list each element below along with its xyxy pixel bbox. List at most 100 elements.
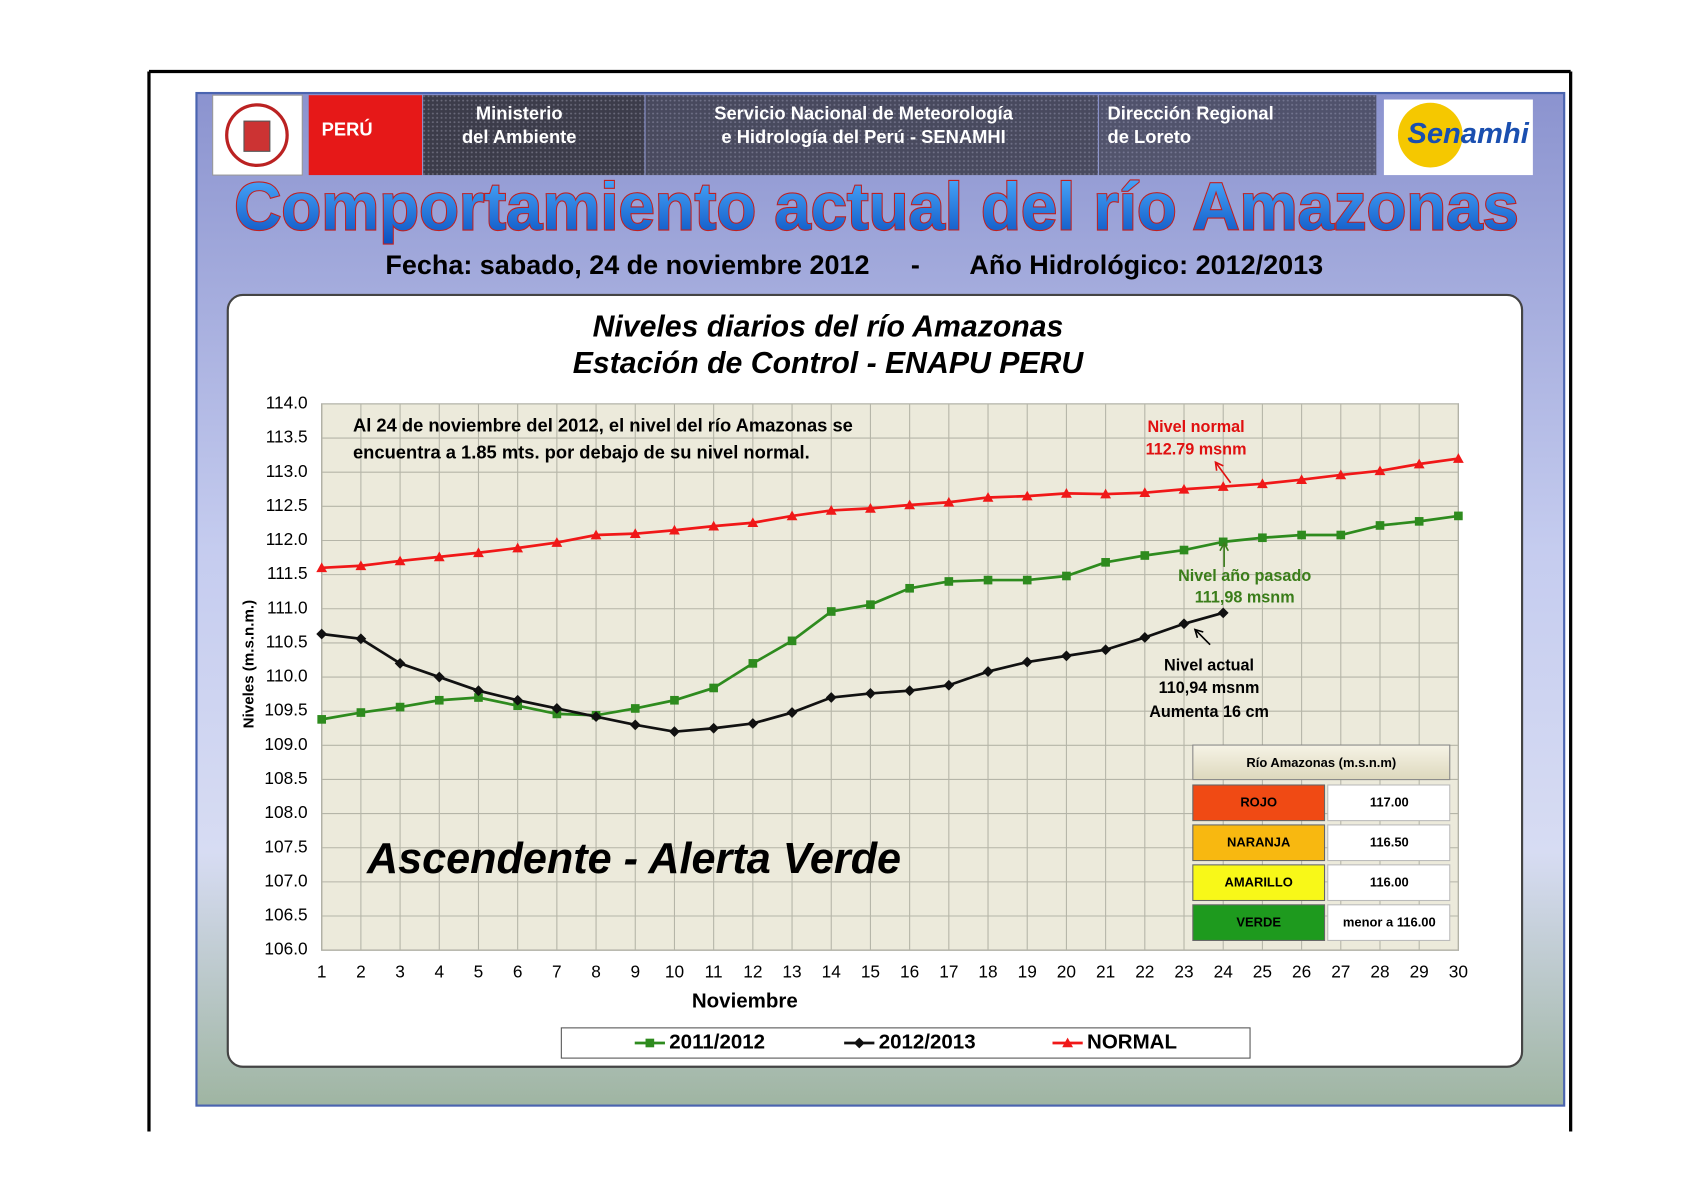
alert-level-label: NARANJA [1227, 835, 1290, 850]
marker [708, 722, 720, 734]
alert-value: 116.00 [1370, 875, 1409, 890]
y-tick-label: 109.0 [264, 734, 307, 754]
x-tick-label: 14 [822, 961, 842, 981]
marker [1454, 511, 1463, 521]
marker [825, 692, 837, 703]
marker [853, 1037, 865, 1049]
alert-value-cell [1327, 864, 1451, 902]
region: Dirección Regional [1108, 102, 1274, 123]
marker [552, 709, 562, 719]
marker [512, 694, 524, 706]
marker [826, 607, 836, 616]
x-tick-label: 4 [434, 961, 444, 981]
x-tick-label: 6 [513, 961, 523, 981]
annotation-arrow [1214, 461, 1232, 484]
x-tick-label: 28 [1370, 961, 1389, 981]
marker [1061, 650, 1072, 662]
marker [1139, 632, 1151, 643]
x-tick-label: 27 [1331, 961, 1350, 981]
region: de Loreto [1108, 126, 1192, 147]
service: e Hidrología del Perú - SENAMHI [721, 126, 1005, 147]
y-tick-label: 110.0 [266, 666, 308, 686]
marker [787, 636, 797, 646]
marker [866, 600, 875, 609]
marker [1062, 571, 1071, 581]
marker [355, 560, 367, 571]
date: Fecha: sabado, 24 de noviembre 2012 [385, 250, 869, 280]
marker [983, 575, 993, 585]
x-tick-label: 2 [356, 961, 366, 981]
x-tick-label: 25 [1253, 961, 1272, 981]
x-tick-label: 12 [743, 961, 762, 981]
x-tick-label: 17 [939, 961, 958, 981]
alert-level [1192, 904, 1326, 941]
ministry: del Ambiente [462, 126, 577, 147]
marker [1375, 521, 1385, 530]
ministry: Ministerio [476, 102, 563, 123]
x-tick-label: 5 [474, 961, 484, 981]
country: PERÚ [322, 119, 373, 140]
y-tick-label: 111.5 [267, 563, 308, 583]
y-tick-label: 114.0 [266, 392, 308, 412]
marker [709, 683, 718, 693]
y-tick-label: 108.5 [264, 768, 307, 788]
annotation: 112.79 msnm [1146, 441, 1247, 459]
x-tick-label: 8 [591, 961, 601, 981]
marker [1258, 533, 1267, 543]
annotation: Aumenta 16 cm [1149, 703, 1269, 721]
marker [1218, 537, 1228, 547]
alert-value: 116.50 [1370, 835, 1409, 850]
marker [394, 555, 406, 566]
marker [356, 708, 366, 717]
marker [943, 496, 955, 507]
marker [1374, 465, 1386, 476]
annotation: Al 24 de noviembre del 2012, el nivel de… [353, 414, 853, 435]
header-strip: PERÚ Ministerio del Ambiente Servicio Na… [212, 94, 1533, 176]
marker [316, 562, 328, 573]
alert-level [1192, 784, 1326, 822]
marker [629, 719, 641, 731]
marker [512, 542, 524, 553]
annotation-arrow-head [1219, 541, 1229, 552]
marker [645, 1038, 655, 1048]
marker [905, 583, 914, 593]
annotation: Nivel normal [1147, 418, 1244, 436]
marker [825, 505, 837, 515]
marker [433, 671, 445, 683]
marker [1139, 487, 1151, 498]
x-tick-label: 29 [1410, 961, 1429, 981]
legend-label: NORMAL [1087, 1030, 1177, 1053]
annotation: Nivel año pasado [1178, 567, 1311, 585]
page-title: Comportamiento actual del río Amazonas [234, 169, 1519, 244]
y-tick-label: 110.5 [266, 631, 308, 651]
x-tick-label: 23 [1174, 961, 1193, 981]
annotation-arrow-head [1214, 460, 1224, 471]
marker [1296, 474, 1307, 485]
marker [1021, 490, 1033, 501]
marker [473, 685, 484, 697]
y-tick-label: 108.0 [264, 802, 307, 822]
marker [982, 492, 994, 502]
x-tick-label: 24 [1214, 961, 1234, 981]
marker [865, 688, 876, 699]
alert-table-title: Río Amazonas (m.s.n.m) [1246, 755, 1396, 770]
alert-value-cell [1327, 904, 1451, 941]
marker [629, 528, 641, 538]
marker [1217, 607, 1229, 619]
marker [1021, 656, 1033, 668]
y-tick-label: 112.5 [266, 495, 308, 515]
marker [669, 726, 680, 738]
marker [904, 499, 916, 510]
annotation: 110,94 msnm [1159, 679, 1260, 697]
y-tick-label: 113.5 [266, 427, 308, 447]
marker [669, 524, 680, 535]
marker [904, 685, 916, 697]
alert-level-label: AMARILLO [1225, 875, 1293, 890]
separator: - [911, 250, 920, 280]
y-axis-label: Niveles (m.s.n.m.) [240, 600, 257, 728]
marker [943, 679, 955, 691]
marker [590, 711, 602, 723]
logo-text: Senamhi [1407, 118, 1529, 150]
marker [1297, 530, 1306, 540]
